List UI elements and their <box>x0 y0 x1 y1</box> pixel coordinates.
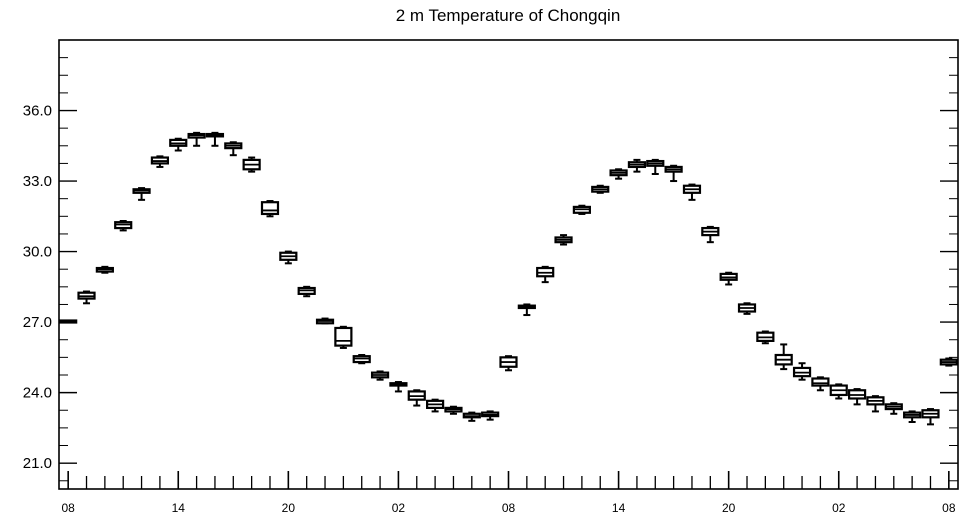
box-plot-item <box>903 410 922 424</box>
plot-frame <box>58 39 959 490</box>
box-plot-item <box>352 354 371 365</box>
box-plot-item <box>407 389 426 407</box>
y-tick-label: 24.0 <box>23 385 52 402</box>
y-tick-label: 21.0 <box>23 455 52 472</box>
box-plot-item <box>224 141 243 157</box>
x-tick-label: 14 <box>612 501 626 515</box>
box-plot-item <box>132 187 151 201</box>
box-plot-item <box>627 158 647 173</box>
y-tick-label: 27.0 <box>23 314 52 331</box>
box-plot-item <box>609 168 628 180</box>
box-iqr <box>334 326 353 347</box>
box-plot-item <box>847 388 867 406</box>
box-plot-item <box>242 156 261 173</box>
box-plot-item <box>481 410 500 421</box>
box-plot-item <box>939 357 958 367</box>
box-plot-item <box>719 271 738 286</box>
box-plot-item <box>591 184 610 194</box>
box-plot-item <box>95 265 114 274</box>
x-tick-label: 14 <box>172 501 186 515</box>
box-plot-item <box>297 285 316 298</box>
box-plot-item <box>682 183 702 201</box>
box-plot-item <box>334 325 353 349</box>
box-plot-item <box>370 370 390 381</box>
box-plot-item <box>701 225 720 244</box>
y-tick-label: 36.0 <box>23 103 52 120</box>
box-plot-item <box>811 376 830 392</box>
box-plot-item <box>921 408 940 426</box>
x-tick-label: 08 <box>61 501 75 515</box>
x-tick-label: 08 <box>502 501 516 515</box>
box-plot-item <box>756 330 775 345</box>
box-plot-item <box>315 317 335 325</box>
box-iqr <box>811 377 830 387</box>
box-plot-item <box>187 131 206 147</box>
y-tick-label: 30.0 <box>23 244 52 261</box>
box-plot-item <box>517 303 536 317</box>
box-plot-item <box>499 355 518 372</box>
box-plot-item <box>866 395 885 413</box>
chart-title: 2 m Temperature of Chongqin <box>396 6 621 25</box>
box-plot-item <box>774 343 793 371</box>
box-plot-item <box>114 220 133 232</box>
box-plot-item <box>77 290 96 305</box>
box-plot-item <box>389 381 408 393</box>
axis-ticks: 21.0 24.0 27.0 30.0 33.0 36.0 08 14 20 02 08 14 20 02… <box>23 39 958 515</box>
box-iqr <box>260 201 280 216</box>
box-plot-item <box>554 234 573 246</box>
box-plot-item <box>444 405 463 415</box>
box-plot-item <box>205 131 225 147</box>
box-plot-item <box>279 250 298 265</box>
box-plot-item <box>260 200 280 218</box>
x-tick-label: 20 <box>722 501 736 515</box>
box-plot-item <box>829 383 848 400</box>
box-plot-item <box>169 137 188 152</box>
x-tick-label: 08 <box>942 501 956 515</box>
box-plot-item <box>884 402 903 415</box>
x-tick-label: 02 <box>392 501 406 515</box>
box-plot-item <box>664 164 683 183</box>
box-plot-item <box>426 398 445 413</box>
box-plot-item <box>792 362 812 381</box>
y-tick-label: 33.0 <box>23 173 52 190</box>
box-plot-item <box>536 265 555 284</box>
box-plot-item <box>59 319 78 324</box>
box-plot-item <box>737 302 757 315</box>
box-plot-item <box>572 204 591 215</box>
box-plot-item <box>462 411 481 422</box>
x-tick-label: 02 <box>832 501 846 515</box>
x-tick-label: 20 <box>282 501 296 515</box>
box-plot-item <box>150 155 170 168</box>
box-plot-item <box>646 158 665 175</box>
box-series <box>59 131 958 426</box>
